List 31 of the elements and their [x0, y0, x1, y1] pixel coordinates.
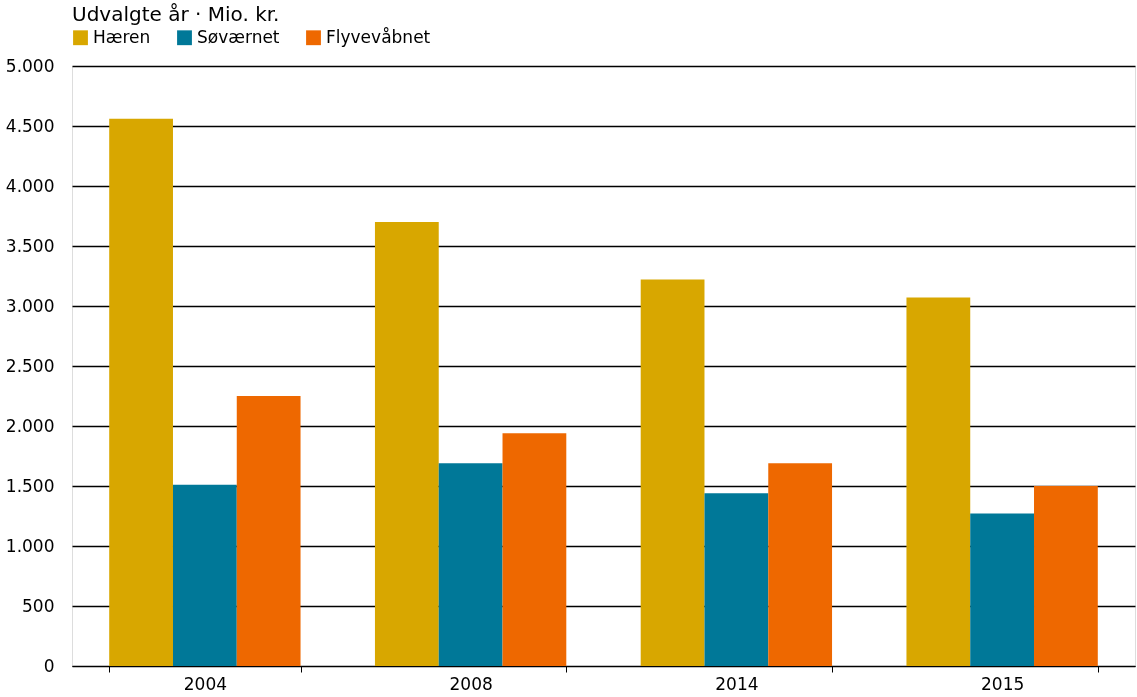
y-tick-label: 1.500 — [5, 475, 55, 496]
y-tick-label: 2.500 — [5, 355, 55, 376]
bar — [438, 463, 503, 666]
x-tick-label: 2015 — [980, 673, 1025, 694]
legend-label: Hæren — [93, 26, 151, 47]
y-tick-label: 2.000 — [5, 415, 55, 436]
y-tick-label: 1.000 — [5, 535, 55, 556]
y-tick-label: 3.500 — [5, 235, 55, 256]
chart-subtitle: Udvalgte år · Mio. kr. — [72, 2, 280, 26]
x-tick-label: 2004 — [183, 673, 228, 694]
legend-label: Søværnet — [197, 26, 280, 47]
bar — [768, 463, 833, 666]
bar — [640, 279, 705, 666]
legend-label: Flyvevåbnet — [326, 26, 431, 47]
bar — [374, 222, 439, 666]
bar — [109, 118, 173, 666]
y-tick-label: 500 — [22, 595, 55, 616]
bar — [970, 513, 1035, 666]
bar — [906, 297, 971, 666]
bar — [172, 484, 237, 666]
y-tick-label: 4.500 — [5, 115, 55, 136]
bar — [704, 493, 769, 666]
y-tick-label: 3.000 — [5, 295, 55, 316]
bar — [1034, 486, 1098, 666]
y-tick-label: 0 — [43, 655, 55, 676]
y-tick-label: 5.000 — [5, 55, 55, 76]
bar — [236, 396, 301, 666]
bar — [502, 433, 567, 666]
x-tick-label: 2014 — [715, 673, 759, 694]
y-tick-label: 4.000 — [5, 175, 55, 196]
x-tick-label: 2008 — [449, 673, 493, 694]
